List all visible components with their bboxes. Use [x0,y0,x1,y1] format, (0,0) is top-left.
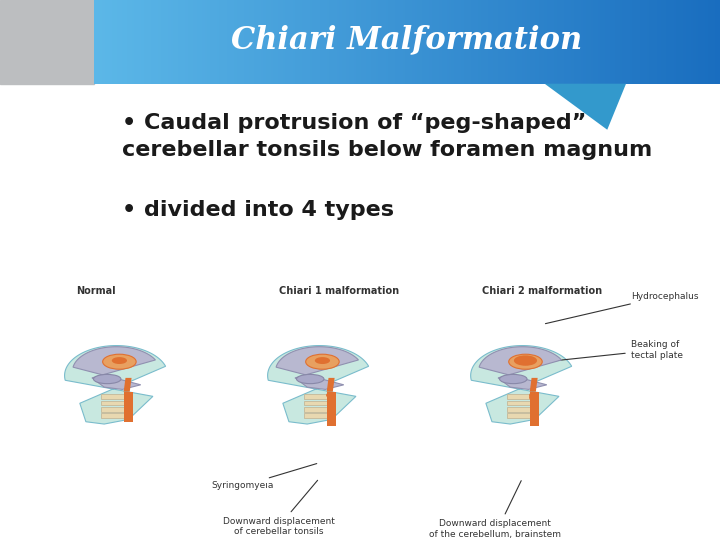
Text: • Caudal protrusion of “peg-shaped”
cerebellar tonsils below foramen magnum: • Caudal protrusion of “peg-shaped” cere… [122,113,652,160]
Ellipse shape [518,357,533,364]
Ellipse shape [94,374,121,383]
Ellipse shape [315,357,330,364]
Bar [101,394,132,399]
Ellipse shape [514,355,537,366]
Text: Downward displacement
of cerebellar tonsils: Downward displacement of cerebellar tons… [223,480,335,536]
Bar [507,394,538,399]
Bar [101,407,132,412]
Polygon shape [479,347,562,389]
Ellipse shape [297,374,324,383]
Text: • divided into 4 types: • divided into 4 types [122,200,395,220]
Polygon shape [65,346,166,424]
Polygon shape [327,378,335,392]
Bar [304,401,335,406]
Ellipse shape [103,354,136,369]
Text: Hydrocephalus: Hydrocephalus [546,292,698,323]
Bar [101,414,132,418]
Bar [101,401,132,406]
Bar [124,392,133,422]
Bar [507,407,538,412]
Bar [0,0,94,84]
Bar [507,401,538,406]
Bar [507,414,538,418]
Bar [327,392,336,427]
Ellipse shape [306,354,339,369]
Ellipse shape [509,354,542,369]
Bar [304,407,335,412]
Polygon shape [73,347,156,389]
Text: Normal: Normal [76,286,115,296]
Polygon shape [124,378,132,392]
Bar [530,392,539,427]
Ellipse shape [529,394,538,401]
Text: Downward displacement
of the cerebellum, brainstem
and fourth ventricle: Downward displacement of the cerebellum,… [429,481,562,540]
Ellipse shape [529,392,538,398]
Bar [304,394,335,399]
Text: Syringomyeıa: Syringomyeıa [211,463,317,490]
Polygon shape [471,346,572,424]
Ellipse shape [500,374,527,383]
Polygon shape [276,347,359,389]
Polygon shape [268,346,369,424]
Ellipse shape [112,357,127,364]
Text: Chiari Malformation: Chiari Malformation [231,25,582,56]
Text: Beaking of
tectal plate: Beaking of tectal plate [539,340,683,362]
Text: Chiari 1 malformation: Chiari 1 malformation [279,286,399,296]
Polygon shape [530,378,538,392]
Ellipse shape [326,392,335,398]
Polygon shape [544,84,626,130]
Bar [304,414,335,418]
Text: Chiari 2 malformation: Chiari 2 malformation [482,286,602,296]
